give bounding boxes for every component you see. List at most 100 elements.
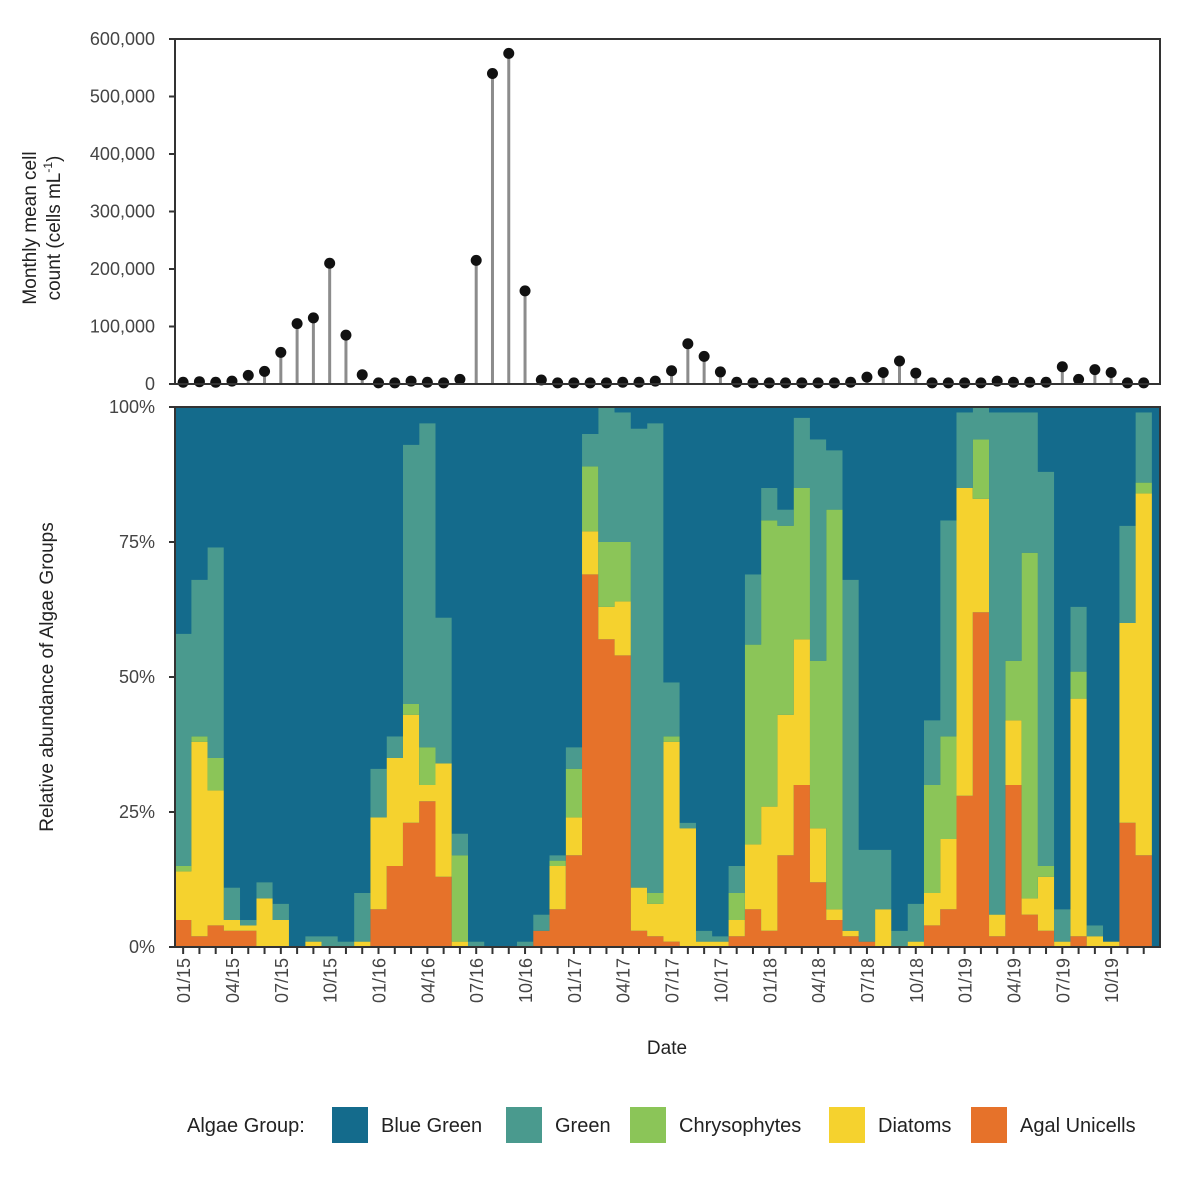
top-y-tick-label: 0 — [145, 374, 155, 394]
x-tick-label: 07/18 — [858, 958, 878, 1003]
legend-swatch-green — [506, 1107, 542, 1143]
cell-count-point — [1024, 376, 1036, 388]
cell-count-point — [1121, 377, 1133, 389]
cell-count-point — [682, 338, 694, 350]
cell-count-point — [275, 346, 287, 358]
cell-count-point — [763, 377, 775, 389]
area-agal-unicells — [175, 574, 1152, 947]
legend-items: Blue Green Green Chrysophytes Diatoms Agal U… — [332, 1107, 1136, 1143]
cell-count-point — [1007, 376, 1019, 388]
cell-count-point — [731, 376, 743, 388]
cell-count-point — [1138, 377, 1150, 389]
x-tick-label: 07/17 — [663, 958, 683, 1003]
bottom-y-axis-label: Relative abundance of Algae Groups — [37, 522, 58, 832]
cell-count-point — [845, 376, 857, 388]
cell-count-point — [389, 377, 401, 389]
cell-count-point — [894, 355, 906, 367]
x-tick-label: 04/15 — [223, 958, 243, 1003]
cell-count-point — [975, 377, 987, 389]
cell-count-point — [242, 369, 254, 381]
cell-count-point — [780, 377, 792, 389]
bottom-y-tick-label: 100% — [109, 397, 155, 417]
x-tick-label: 01/16 — [370, 958, 390, 1003]
bottom-y-tick-label: 75% — [119, 532, 155, 552]
x-tick-label: 01/17 — [565, 958, 585, 1003]
x-tick-label: 07/19 — [1053, 958, 1073, 1003]
x-axis-label: Date — [647, 1038, 687, 1059]
top-y-tick-label: 500,000 — [90, 87, 155, 107]
cell-count-point — [503, 47, 515, 59]
top-y-tick-label: 300,000 — [90, 202, 155, 222]
bottom-y-tick-label: 50% — [119, 667, 155, 687]
cell-count-point — [942, 377, 954, 389]
cell-count-point — [486, 68, 498, 79]
top-y-axis-label-line1: Monthly mean cell — [20, 151, 41, 304]
x-tick-label: 04/18 — [809, 958, 829, 1003]
cell-count-point — [698, 350, 710, 362]
cell-count-point — [617, 376, 629, 388]
x-tick-label: 04/19 — [1004, 958, 1024, 1003]
cell-count-point — [356, 369, 368, 381]
x-tick-label: 01/19 — [956, 958, 976, 1003]
x-axis: 01/15 04/15 07/15 10/15 01/16 04/16 07/16 10/16… — [174, 947, 1145, 1003]
cell-count-point — [828, 377, 840, 389]
cell-count-point — [373, 377, 385, 389]
cell-count-point — [861, 371, 873, 383]
cell-count-panel: 0 100,000 200,000 300,000 400,000 500,000 600,… — [20, 29, 1161, 394]
bottom-y-axis: 0% 25% 50% 75% 100% — [109, 397, 175, 957]
legend: Algae Group: Blue Green Green Chrysophytes… — [187, 1107, 1136, 1143]
x-tick-label: 10/19 — [1102, 958, 1122, 1003]
x-tick-label: 10/17 — [711, 958, 731, 1003]
top-panel-frame — [174, 38, 1161, 385]
cell-count-point — [568, 377, 580, 389]
cell-count-point — [438, 377, 450, 389]
cell-count-point — [714, 366, 726, 378]
cell-count-point — [421, 376, 433, 388]
legend-swatch-agal-unicells — [971, 1107, 1007, 1143]
x-tick-label: 04/16 — [418, 958, 438, 1003]
legend-label-blue-green: Blue Green — [381, 1115, 482, 1137]
top-y-tick-label: 600,000 — [90, 29, 155, 49]
area-blue-green — [175, 407, 1152, 947]
x-tick-label: 10/16 — [516, 958, 536, 1003]
cell-count-marks — [177, 47, 1150, 389]
cell-count-point — [812, 377, 824, 389]
legend-label-diatoms: Diatoms — [878, 1115, 951, 1137]
cell-count-point — [633, 376, 645, 388]
legend-swatch-chrysophytes — [630, 1107, 666, 1143]
cell-count-point — [291, 318, 303, 330]
top-y-tick-label: 100,000 — [90, 317, 155, 337]
cell-count-point — [307, 312, 319, 324]
legend-swatch-blue-green — [332, 1107, 368, 1143]
legend-label-agal-unicells: Agal Unicells — [1020, 1115, 1136, 1137]
top-y-axis-label-close: ) — [44, 156, 65, 162]
cell-count-point — [1105, 367, 1117, 378]
cell-count-point — [666, 365, 678, 377]
top-y-axis-label: Monthly mean cell — [20, 151, 41, 304]
x-tick-label: 04/17 — [614, 958, 634, 1003]
cell-count-point — [584, 377, 596, 389]
x-tick-label: 01/18 — [760, 958, 780, 1003]
cell-count-point — [959, 377, 971, 389]
legend-label-green: Green — [555, 1115, 611, 1137]
top-y-axis-label-2: count (cells mL-1) — [41, 156, 65, 301]
cell-count-point — [210, 376, 222, 388]
top-y-tick-label: 400,000 — [90, 144, 155, 164]
top-y-tick-label: 200,000 — [90, 259, 155, 279]
cell-count-point — [535, 374, 547, 386]
legend-title: Algae Group: — [187, 1115, 305, 1137]
cell-count-point — [519, 285, 531, 297]
cell-count-point — [1089, 364, 1101, 376]
cell-count-point — [1073, 373, 1085, 385]
x-tick-label: 07/15 — [272, 958, 292, 1003]
cell-count-point — [454, 373, 466, 385]
cell-count-point — [1056, 361, 1068, 373]
cell-count-point — [324, 257, 336, 269]
cell-count-point — [177, 376, 189, 388]
cell-count-point — [747, 377, 759, 389]
x-tick-label: 07/16 — [467, 958, 487, 1003]
top-y-axis-label-sup: -1 — [41, 162, 55, 173]
bottom-y-tick-label: 0% — [129, 937, 155, 957]
legend-label-chrysophytes: Chrysophytes — [679, 1115, 801, 1137]
